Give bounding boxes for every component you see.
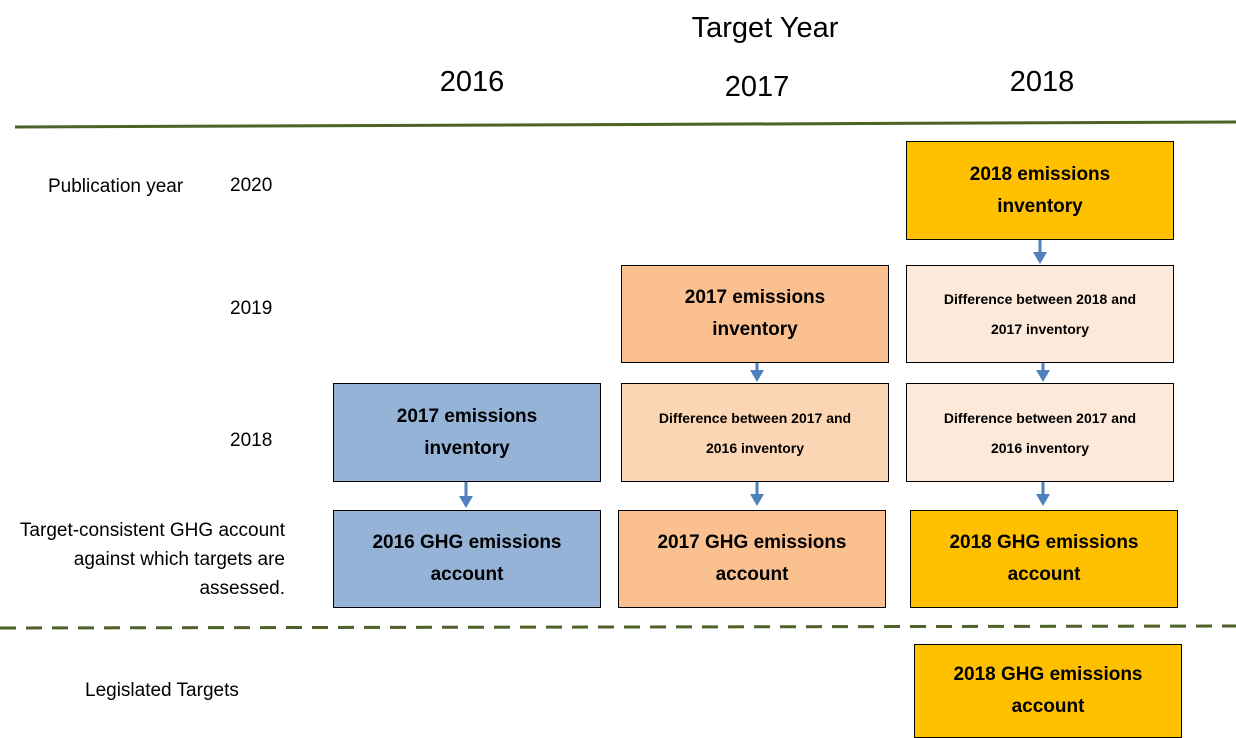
arrows xyxy=(459,240,1050,508)
header-title: Target Year xyxy=(691,12,839,44)
row-year: 2020 xyxy=(230,175,273,196)
column-year: 2018 xyxy=(1009,66,1075,98)
box: Difference between 2017 and 2016 invento… xyxy=(621,383,889,482)
box: 2016 GHG emissions account xyxy=(333,510,601,608)
dashed-divider xyxy=(0,624,1236,630)
box: 2018 GHG emissions account xyxy=(910,510,1178,608)
box: Difference between 2017 and 2016 invento… xyxy=(906,383,1174,482)
row-year: 2019 xyxy=(230,298,273,319)
row-label: Target-consistent GHG account against wh… xyxy=(19,520,285,599)
row-label: Legislated Targets xyxy=(85,680,239,701)
box: 2018 GHG emissions account xyxy=(914,644,1182,738)
box: 2017 GHG emissions account xyxy=(618,510,886,608)
header-rule xyxy=(14,120,1236,129)
row-label: Publication year xyxy=(48,176,184,197)
box: Difference between 2018 and 2017 invento… xyxy=(906,265,1174,363)
row-year: 2018 xyxy=(230,430,273,451)
box: 2017 emissions inventory xyxy=(621,265,889,363)
box: 2017 emissions inventory xyxy=(333,383,601,482)
column-year: 2016 xyxy=(439,66,505,98)
box: 2018 emissions inventory xyxy=(906,141,1174,240)
column-year: 2017 xyxy=(724,71,790,103)
